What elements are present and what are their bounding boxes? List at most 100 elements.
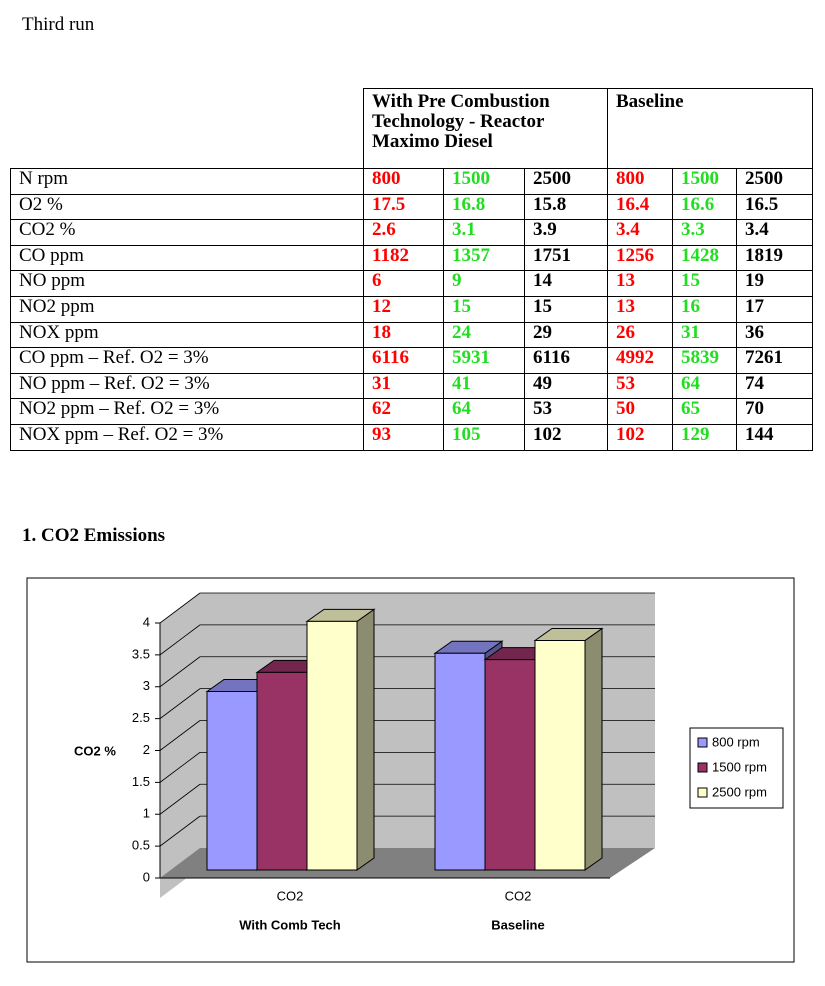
cell: 144 [736, 423, 813, 451]
cell: 1182 [363, 244, 444, 272]
grid-line [159, 783, 201, 815]
empty-cell [10, 88, 364, 169]
cell: 19 [736, 270, 813, 297]
bar-face [256, 671, 308, 871]
cell: 50 [607, 398, 673, 425]
table-row: NO ppm 6 9 14 13 15 19 [10, 270, 813, 297]
cell: 12 [363, 295, 444, 323]
header-cell: Baseline [607, 88, 813, 169]
grid-line [159, 592, 201, 624]
cell: 1256 [607, 244, 673, 272]
y-tick-label: 4 [143, 614, 150, 629]
cell: 53 [607, 372, 673, 400]
cell: 5931 [443, 347, 525, 374]
cell: 2500 [736, 168, 813, 195]
cell: 1357 [443, 244, 525, 272]
cell: 17 [736, 295, 813, 323]
row-label: CO ppm [10, 244, 364, 272]
cell: 26 [607, 321, 673, 349]
cell: 16 [672, 295, 737, 323]
bar-face [306, 620, 358, 871]
cell: 3.4 [736, 219, 813, 246]
section-title: 1. CO2 Emissions [22, 525, 166, 546]
grid-line [159, 752, 201, 783]
cell: 65 [672, 398, 737, 425]
table-row: NO2 ppm 12 15 15 13 16 17 [10, 295, 813, 323]
cell: 64 [443, 398, 525, 425]
grid-line [159, 815, 201, 847]
bar-face [206, 691, 258, 871]
grid-line [159, 624, 201, 656]
cell: 1500 [672, 168, 737, 195]
page-title: Third run [22, 14, 95, 35]
cell: 13 [607, 295, 673, 323]
bar [305, 608, 376, 871]
cell: 16.8 [443, 193, 525, 221]
table-row: O2 % 17.5 16.8 15.8 16.4 16.6 16.5 [10, 193, 813, 221]
cell: 4992 [607, 347, 673, 374]
group-label: With Comb Tech [239, 917, 341, 932]
row-label: NO2 ppm – Ref. O2 = 3% [10, 398, 364, 425]
bar-face [534, 640, 586, 871]
legend-label: 1500 rpm [712, 759, 767, 774]
y-tick-label: 2 [143, 742, 150, 757]
cell: 800 [363, 168, 444, 195]
y-tick-label: 3 [143, 678, 150, 693]
cell: 31 [672, 321, 737, 349]
cell: 9 [443, 270, 525, 297]
cell: 2.6 [363, 219, 444, 246]
row-label: NOX ppm – Ref. O2 = 3% [10, 423, 364, 451]
cell: 17.5 [363, 193, 444, 221]
legend-label: 2500 rpm [712, 784, 767, 799]
bar-face [356, 608, 375, 871]
cell: 3.3 [672, 219, 737, 246]
cell: 129 [672, 423, 737, 451]
y-tick-label: 2.5 [132, 710, 150, 725]
table-header-row: With Pre Combustion Technology - Reactor… [10, 88, 813, 169]
row-label: NO2 ppm [10, 295, 364, 323]
cell: 24 [443, 321, 525, 349]
cell: 53 [524, 398, 608, 425]
bar-face [584, 627, 603, 871]
table-row: CO ppm – Ref. O2 = 3% 6116 5931 6116 4992 583… [10, 347, 813, 374]
group-label: Baseline [491, 917, 544, 932]
cell: 31 [363, 372, 444, 400]
cell: 105 [443, 423, 525, 451]
cell: 102 [524, 423, 608, 451]
grid-line [159, 720, 201, 751]
table-row: CO2 % 2.6 3.1 3.9 3.4 3.3 3.4 [10, 219, 813, 246]
cell: 15.8 [524, 193, 608, 221]
legend-swatch [697, 737, 708, 748]
table-row: NOX ppm – Ref. O2 = 3% 93 105 102 102 129 144 [10, 423, 813, 451]
table-row: N rpm 800 1500 2500 800 1500 2500 [10, 168, 813, 195]
y-tick-label: 3.5 [132, 646, 150, 661]
legend-label: 800 rpm [712, 734, 760, 749]
cell: 3.1 [443, 219, 525, 246]
legend-swatch [697, 762, 708, 773]
grid-line [159, 656, 201, 688]
row-label: CO2 % [10, 219, 364, 246]
cell: 7261 [736, 347, 813, 374]
cell: 1819 [736, 244, 813, 272]
bar-face [434, 652, 486, 871]
cell: 2500 [524, 168, 608, 195]
legend-swatch [697, 787, 708, 798]
cell: 13 [607, 270, 673, 297]
table-row: NO2 ppm – Ref. O2 = 3% 62 64 53 50 65 70 [10, 398, 813, 425]
cell: 93 [363, 423, 444, 451]
grid-line [159, 688, 201, 719]
x-tick-label: CO2 [505, 888, 532, 903]
y-tick-label: 0.5 [132, 838, 150, 853]
header-cell: With Pre Combustion Technology - Reactor… [363, 88, 608, 169]
data-table: With Pre Combustion Technology - Reactor… [10, 88, 813, 451]
cell: 16.5 [736, 193, 813, 221]
cell: 64 [672, 372, 737, 400]
side-wall [160, 593, 200, 898]
row-label: O2 % [10, 193, 364, 221]
y-tick-label: 0 [143, 869, 150, 884]
bar-face [484, 659, 536, 871]
table-row: NOX ppm 18 24 29 26 31 36 [10, 321, 813, 349]
bar [533, 627, 604, 871]
